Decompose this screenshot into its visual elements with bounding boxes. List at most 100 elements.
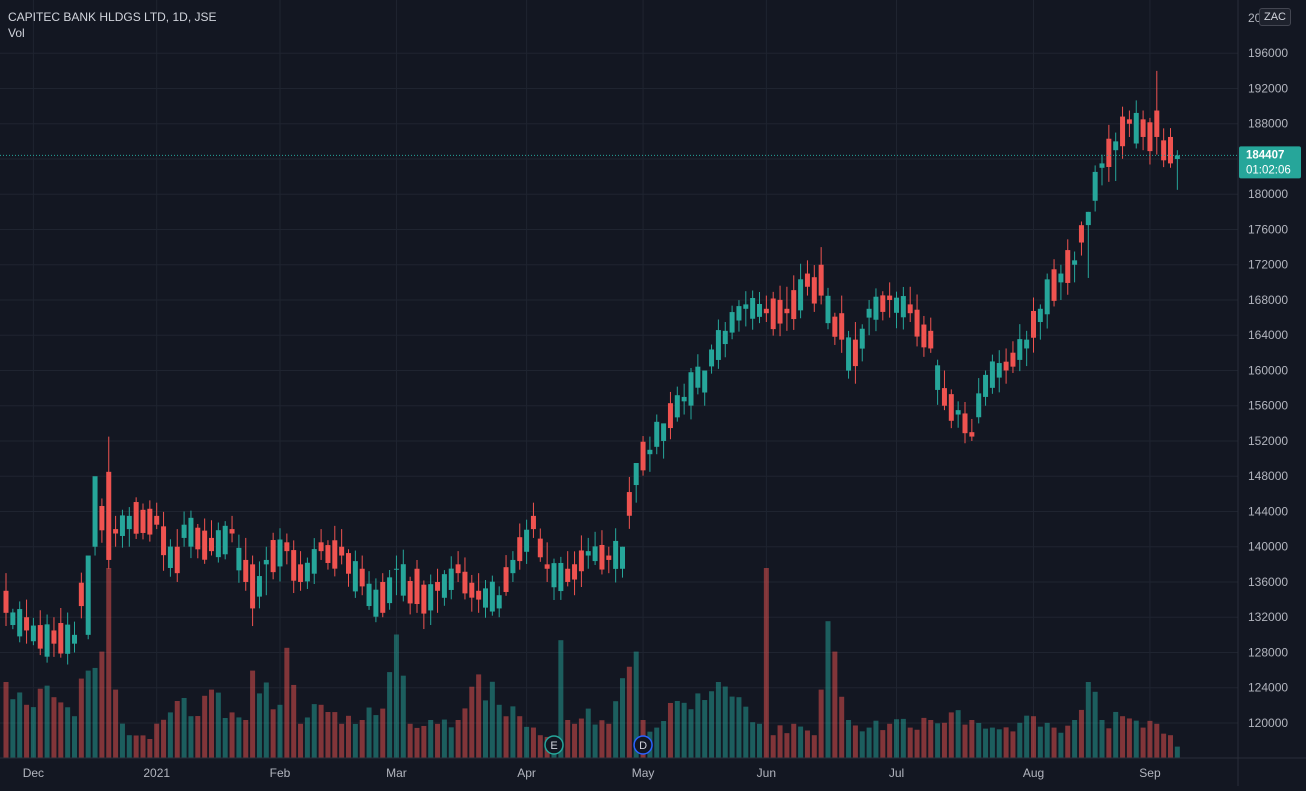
candle [92, 476, 98, 556]
candle [373, 578, 379, 623]
candle [914, 294, 920, 347]
candle-body [85, 555, 91, 635]
candle-body [195, 527, 201, 550]
volume-bar [976, 722, 982, 758]
candle [250, 555, 256, 627]
candle-body [366, 583, 372, 607]
symbol-title[interactable]: CAPITEC BANK HLDGS LTD, 1D, JSE [8, 10, 217, 24]
volume-bar [17, 692, 23, 758]
candle-body [174, 546, 180, 574]
candle [763, 295, 769, 323]
candle-body [215, 530, 221, 558]
candle [674, 386, 680, 422]
candle-body [311, 549, 317, 574]
candle-body [750, 298, 756, 319]
candle-body [558, 562, 564, 592]
earnings-marker[interactable]: E [544, 735, 564, 755]
candle-body [222, 525, 228, 555]
volume-bar [846, 720, 852, 758]
candle [318, 529, 324, 560]
candle-body [476, 590, 482, 600]
candle-body [387, 577, 393, 604]
volume-bar [380, 708, 386, 758]
volume-bar [421, 725, 427, 758]
dividend-marker[interactable]: D [633, 735, 653, 755]
candle-body [1133, 112, 1139, 144]
candle-body [1024, 339, 1030, 349]
candle-body [715, 330, 721, 360]
candle-body [818, 264, 824, 296]
candle [366, 571, 372, 610]
volume-bar [339, 723, 345, 758]
volume-bar [743, 706, 749, 758]
volume-bar [154, 723, 160, 758]
candle-body [284, 542, 290, 552]
candle [243, 537, 249, 591]
volume-bar [332, 712, 338, 758]
candle [530, 502, 536, 538]
candle-body [572, 564, 578, 580]
candle-body [270, 540, 276, 573]
volume-bar [346, 715, 351, 758]
candle-body [256, 576, 262, 597]
volume-bar [763, 568, 769, 758]
candle [921, 315, 927, 357]
candle [996, 350, 1002, 393]
candle [667, 391, 673, 440]
candle [750, 290, 756, 330]
candle [263, 546, 269, 596]
candle-body [1051, 269, 1057, 301]
dividend-marker-label: D [639, 740, 647, 752]
volume-bar [1051, 727, 1057, 758]
candle-body [887, 295, 893, 300]
candle [85, 555, 91, 640]
volume-bar [702, 700, 708, 758]
candle-body [72, 634, 77, 644]
candle [147, 500, 153, 542]
candle-body [202, 530, 208, 560]
candle [30, 617, 36, 646]
candle [1140, 110, 1146, 151]
candle-body [209, 537, 214, 552]
candle-body [695, 366, 701, 388]
volume-bar [907, 727, 913, 758]
candle [400, 549, 406, 602]
earnings-marker-circle [544, 735, 564, 755]
candle-body [791, 290, 797, 320]
candle-body [626, 492, 632, 516]
volume-bar [270, 709, 276, 758]
volume-bar [503, 716, 509, 758]
candle [640, 436, 646, 476]
volume-bar [736, 697, 742, 758]
x-tick-label: May [632, 766, 655, 780]
volume-bar [1003, 727, 1009, 758]
volume-indicator-label[interactable]: Vol [8, 26, 25, 40]
candle-body [126, 515, 132, 530]
volume-bar [284, 647, 290, 758]
candle-body [304, 562, 310, 582]
candle [941, 370, 947, 411]
candle [804, 260, 810, 296]
candle [1161, 128, 1167, 168]
currency-badge[interactable]: ZAC [1259, 8, 1291, 26]
candle [277, 528, 283, 582]
candle [935, 359, 941, 405]
candle-body [551, 563, 557, 588]
candle [880, 291, 886, 321]
bar-countdown: 01:02:06 [1246, 164, 1291, 176]
volume-bar [572, 723, 578, 758]
candle [65, 612, 71, 665]
candle [770, 291, 776, 336]
candle [859, 324, 865, 362]
volume-bar [236, 717, 242, 758]
volume-bar [839, 696, 845, 758]
candle [489, 575, 495, 616]
volume-bar [859, 731, 865, 758]
candle [743, 291, 749, 327]
y-tick-label: 124000 [1248, 681, 1288, 695]
volume-bar [599, 720, 605, 758]
candle [188, 510, 194, 559]
